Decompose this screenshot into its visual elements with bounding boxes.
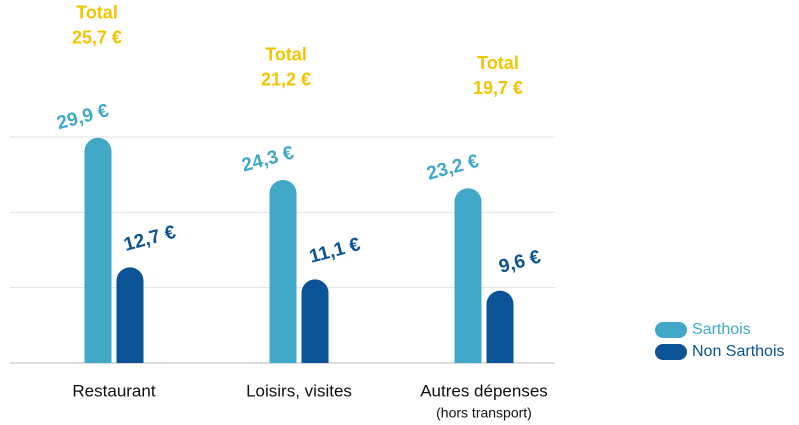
data-label: 24,3 € (240, 142, 297, 176)
legend-swatch (655, 322, 687, 338)
bar (84, 137, 112, 363)
total-label: 21,2 € (261, 70, 311, 90)
total-title: Total (76, 3, 118, 23)
legend-label: Non Sarthois (692, 343, 785, 360)
data-label: 29,9 € (55, 100, 112, 134)
bar (486, 290, 514, 363)
category-note: (hors transport) (436, 405, 532, 421)
bar (116, 267, 144, 363)
total-title: Total (265, 45, 307, 65)
data-label: 9,6 € (497, 246, 544, 277)
total-label: 19,7 € (473, 78, 523, 98)
bar (269, 179, 297, 363)
total-label: 25,7 € (72, 28, 122, 48)
bar (454, 188, 482, 363)
data-label: 23,2 € (425, 151, 482, 185)
total-title: Total (477, 53, 519, 73)
legend-label: Sarthois (692, 321, 751, 338)
x-tick-label: Restaurant (72, 381, 155, 400)
data-label: 12,7 € (122, 222, 179, 256)
data-label: 11,1 € (307, 234, 363, 268)
x-tick-label: Loisirs, visites (246, 381, 352, 400)
legend-swatch (655, 344, 687, 360)
bar (301, 279, 329, 363)
x-tick-label: Autres dépenses (420, 381, 548, 400)
